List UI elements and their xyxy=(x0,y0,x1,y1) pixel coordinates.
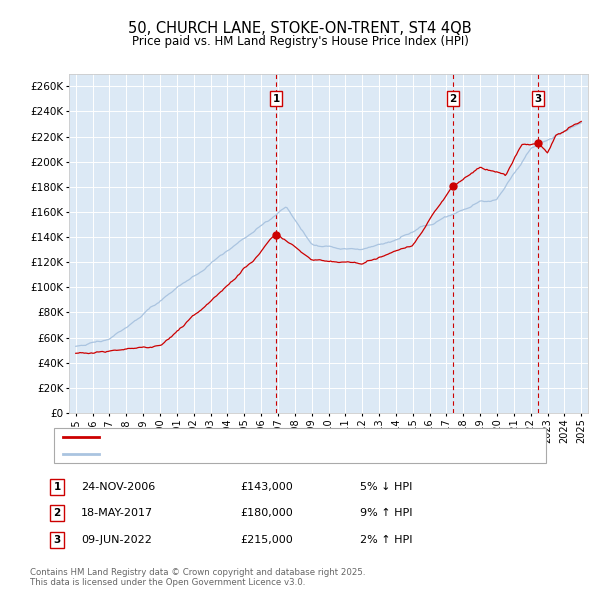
Text: £143,000: £143,000 xyxy=(240,482,293,491)
Text: HPI: Average price, detached house, Stoke-on-Trent: HPI: Average price, detached house, Stok… xyxy=(105,448,373,458)
Text: 09-JUN-2022: 09-JUN-2022 xyxy=(81,535,152,545)
Text: 1: 1 xyxy=(272,94,280,104)
Text: £215,000: £215,000 xyxy=(240,535,293,545)
Text: Contains HM Land Registry data © Crown copyright and database right 2025.
This d: Contains HM Land Registry data © Crown c… xyxy=(30,568,365,587)
Text: £180,000: £180,000 xyxy=(240,509,293,518)
Text: 50, CHURCH LANE, STOKE-ON-TRENT, ST4 4QB (detached house): 50, CHURCH LANE, STOKE-ON-TRENT, ST4 4QB… xyxy=(105,432,443,442)
Text: 2: 2 xyxy=(53,509,61,518)
Text: 3: 3 xyxy=(53,535,61,545)
Text: Price paid vs. HM Land Registry's House Price Index (HPI): Price paid vs. HM Land Registry's House … xyxy=(131,35,469,48)
Text: 50, CHURCH LANE, STOKE-ON-TRENT, ST4 4QB: 50, CHURCH LANE, STOKE-ON-TRENT, ST4 4QB xyxy=(128,21,472,35)
Text: 1: 1 xyxy=(53,482,61,491)
Text: 5% ↓ HPI: 5% ↓ HPI xyxy=(360,482,412,491)
Text: 3: 3 xyxy=(535,94,542,104)
Text: 2% ↑ HPI: 2% ↑ HPI xyxy=(360,535,413,545)
Text: 2: 2 xyxy=(449,94,457,104)
Text: 9% ↑ HPI: 9% ↑ HPI xyxy=(360,509,413,518)
Text: 18-MAY-2017: 18-MAY-2017 xyxy=(81,509,153,518)
Text: 24-NOV-2006: 24-NOV-2006 xyxy=(81,482,155,491)
